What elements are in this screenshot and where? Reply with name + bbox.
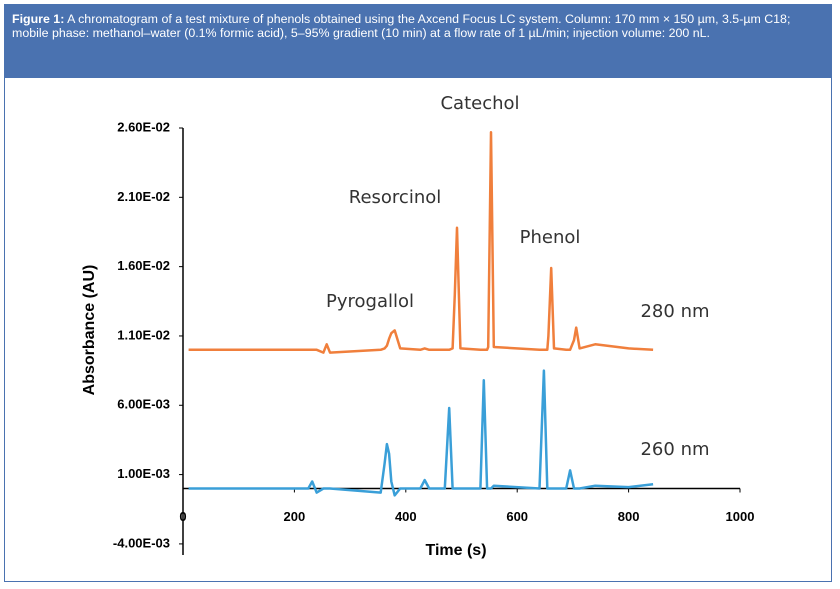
peak-label: Phenol xyxy=(520,227,581,248)
x-axis-label: Time (s) xyxy=(425,542,486,559)
caption: Figure 1: A chromatogram of a test mixtu… xyxy=(4,4,832,78)
legend-label: 260 nm xyxy=(640,439,709,460)
x-tick-label: 200 xyxy=(284,509,306,524)
y-tick-label: 1.00E-03 xyxy=(117,466,170,481)
peak-label: Pyrogallol xyxy=(326,291,414,312)
y-axis-label: Absorbance (AU) xyxy=(81,265,98,396)
peak-label: Resorcinol xyxy=(349,187,442,208)
x-tick-label: 400 xyxy=(395,509,417,524)
x-tick-label: 600 xyxy=(506,509,528,524)
peak-label: Catechol xyxy=(440,93,519,114)
series-line xyxy=(188,369,654,497)
x-tick-label: 800 xyxy=(618,509,640,524)
y-tick-label: 6.00E-03 xyxy=(117,397,170,412)
caption-text: A chromatogram of a test mixture of phen… xyxy=(12,12,791,40)
x-tick-label: 0 xyxy=(179,509,186,524)
series-line xyxy=(188,130,654,354)
y-tick-label: 1.60E-02 xyxy=(117,258,170,273)
y-tick-label: 2.60E-02 xyxy=(117,119,170,134)
y-tick-label: 1.10E-02 xyxy=(117,327,170,342)
y-tick-label: -4.00E-03 xyxy=(113,535,170,550)
caption-label: Figure 1: xyxy=(12,12,65,26)
x-tick-label: 1000 xyxy=(726,509,755,524)
y-tick-label: 2.10E-02 xyxy=(117,189,170,204)
legend-label: 280 nm xyxy=(640,301,709,322)
